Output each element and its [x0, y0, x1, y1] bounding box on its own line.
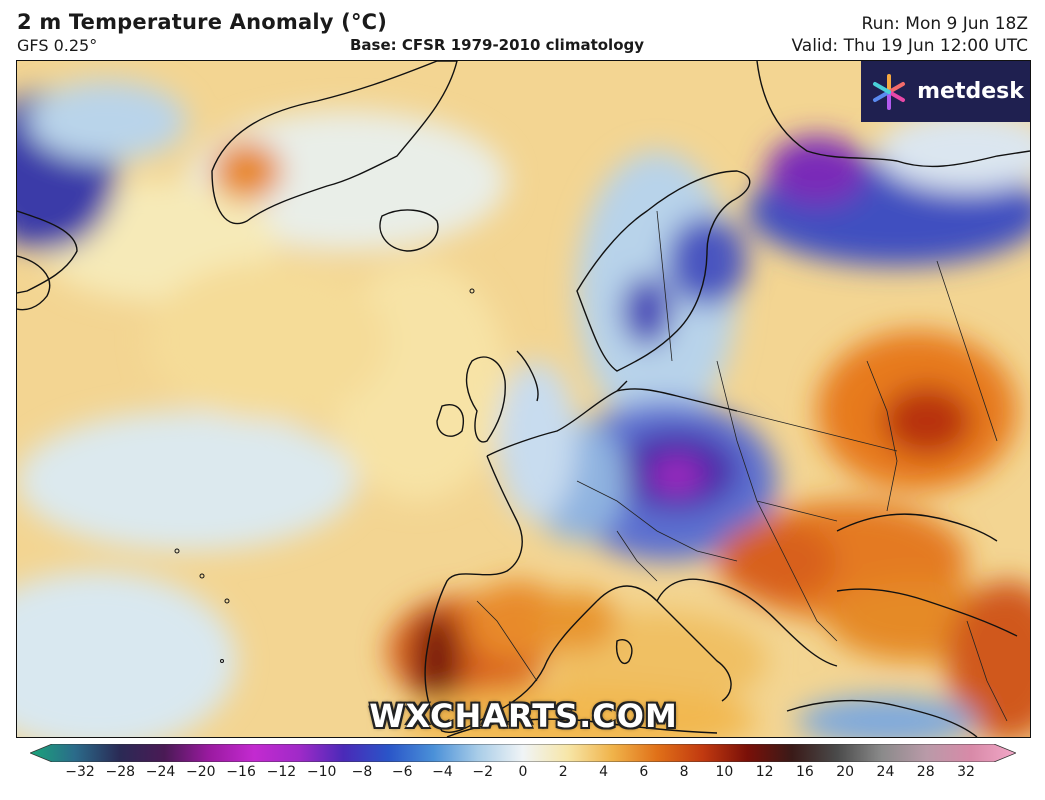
- metdesk-logo: metdesk: [861, 61, 1030, 122]
- colorbar-tick-label: 32: [957, 764, 975, 780]
- colorbar-tick-label: −12: [266, 764, 297, 780]
- country-borders: [476, 210, 1008, 722]
- colorbar-tick-label: −28: [105, 764, 136, 780]
- anomaly-field: [17, 81, 1030, 737]
- islands: [174, 288, 475, 663]
- colorbar-ticks: −32 −28 −24 −20 −16 −12 −10 −8 −6 −4 −2 0 2 4 6 8 10 12 16…: [0, 764, 1045, 788]
- colorbar-tick-label: 0: [518, 764, 528, 780]
- colorbar-tick-label: −32: [65, 764, 95, 780]
- colorbar-tick-label: 10: [715, 764, 734, 780]
- run-time-label: Run: Mon 9 Jun 18Z: [861, 14, 1028, 34]
- colorbar-tick-label: −20: [186, 764, 216, 780]
- anomaly-map: metdesk WXCHARTS.COM: [16, 60, 1031, 738]
- colorbar-tick-label: 4: [599, 764, 608, 780]
- colorbar-tick-label: −24: [145, 764, 176, 780]
- valid-time-label: Valid: Thu 19 Jun 12:00 UTC: [791, 36, 1028, 56]
- colorbar-tick-label: −2: [472, 764, 494, 780]
- metdesk-star-icon: [873, 73, 906, 110]
- colorbar-tick-label: 20: [836, 764, 855, 780]
- colorbar-tick-label: 24: [876, 764, 895, 780]
- climatology-base-label: Base: CFSR 1979-2010 climatology: [350, 36, 645, 54]
- colorbar-tick-label: −8: [351, 764, 373, 780]
- coastlines: [17, 61, 1030, 737]
- metdesk-logo-text: metdesk: [917, 79, 1024, 104]
- colorbar-tick-label: 12: [755, 764, 774, 780]
- colorbar-tick-label: −4: [432, 764, 453, 780]
- map-canvas: [17, 61, 1030, 737]
- colorbar-tick-label: 8: [679, 764, 689, 780]
- colorbar-tick-label: 6: [639, 764, 649, 780]
- wxcharts-watermark: WXCHARTS.COM: [369, 697, 678, 735]
- colorbar-tick-label: 28: [916, 764, 935, 780]
- colorbar-tick-label: −16: [226, 764, 256, 780]
- colorbar-tick-label: −10: [306, 764, 337, 780]
- temperature-colorbar: [30, 744, 1016, 762]
- colorbar-tick-label: 2: [558, 764, 568, 780]
- colorbar-tick-label: −6: [391, 764, 413, 780]
- colorbar-tick-label: 16: [795, 764, 814, 780]
- model-label: GFS 0.25°: [17, 36, 98, 55]
- chart-title: 2 m Temperature Anomaly (°C): [17, 10, 388, 34]
